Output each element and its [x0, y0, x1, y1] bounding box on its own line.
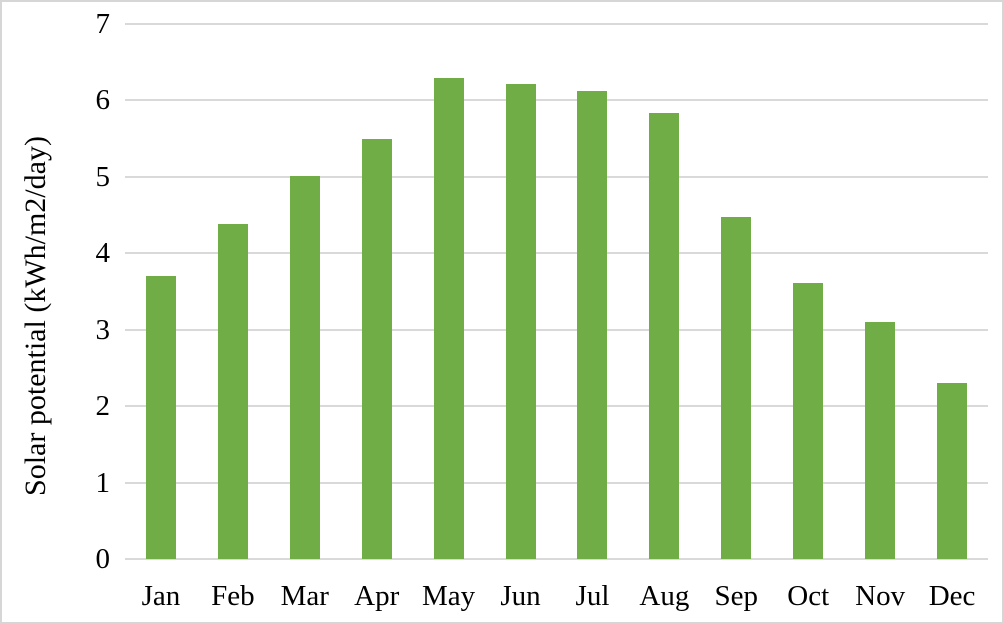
- x-axis-label-dec: Dec: [928, 580, 976, 612]
- plot-area: [125, 23, 988, 560]
- bar-jul: [577, 91, 608, 559]
- x-axis-label-oct: Oct: [787, 580, 830, 612]
- y-tick-label: 2: [95, 390, 111, 423]
- bar-feb: [217, 224, 248, 559]
- bar-oct: [793, 283, 824, 559]
- x-axis-label-feb: Feb: [211, 580, 255, 612]
- gridline: [125, 252, 988, 255]
- x-axis-label-jul: Jul: [575, 580, 610, 612]
- gridline: [125, 481, 988, 484]
- gridline: [125, 405, 988, 408]
- bar-apr: [361, 139, 392, 559]
- x-axis-label-aug: Aug: [639, 580, 690, 612]
- y-tick-label: 5: [95, 160, 111, 193]
- bar-may: [433, 78, 464, 559]
- y-tick-label: 3: [95, 313, 111, 346]
- gridline: [125, 23, 988, 25]
- bar-aug: [649, 113, 680, 559]
- x-axis-label-mar: Mar: [280, 580, 329, 612]
- y-tick-label: 7: [95, 8, 111, 40]
- bar-mar: [289, 176, 320, 559]
- x-axis-label-nov: Nov: [855, 580, 906, 612]
- bar-sep: [721, 217, 752, 559]
- y-tick-label: 1: [95, 466, 111, 499]
- gridline: [125, 175, 988, 178]
- y-tick-label: 0: [95, 543, 111, 575]
- x-axis-label-apr: Apr: [354, 580, 400, 612]
- y-tick-label: 6: [95, 84, 111, 117]
- bar-jun: [505, 84, 536, 559]
- gridline: [125, 328, 988, 331]
- x-axis-label-may: May: [422, 580, 476, 612]
- bar-jan: [145, 276, 176, 559]
- x-axis-line: [125, 558, 988, 560]
- bar-dec: [937, 383, 968, 559]
- x-axis-label-jan: Jan: [141, 580, 181, 612]
- y-tick-label: 4: [95, 237, 111, 270]
- bar-nov: [865, 322, 896, 559]
- gridline: [125, 99, 988, 102]
- x-axis-label-jun: Jun: [500, 580, 541, 612]
- x-axis-label-sep: Sep: [714, 580, 759, 612]
